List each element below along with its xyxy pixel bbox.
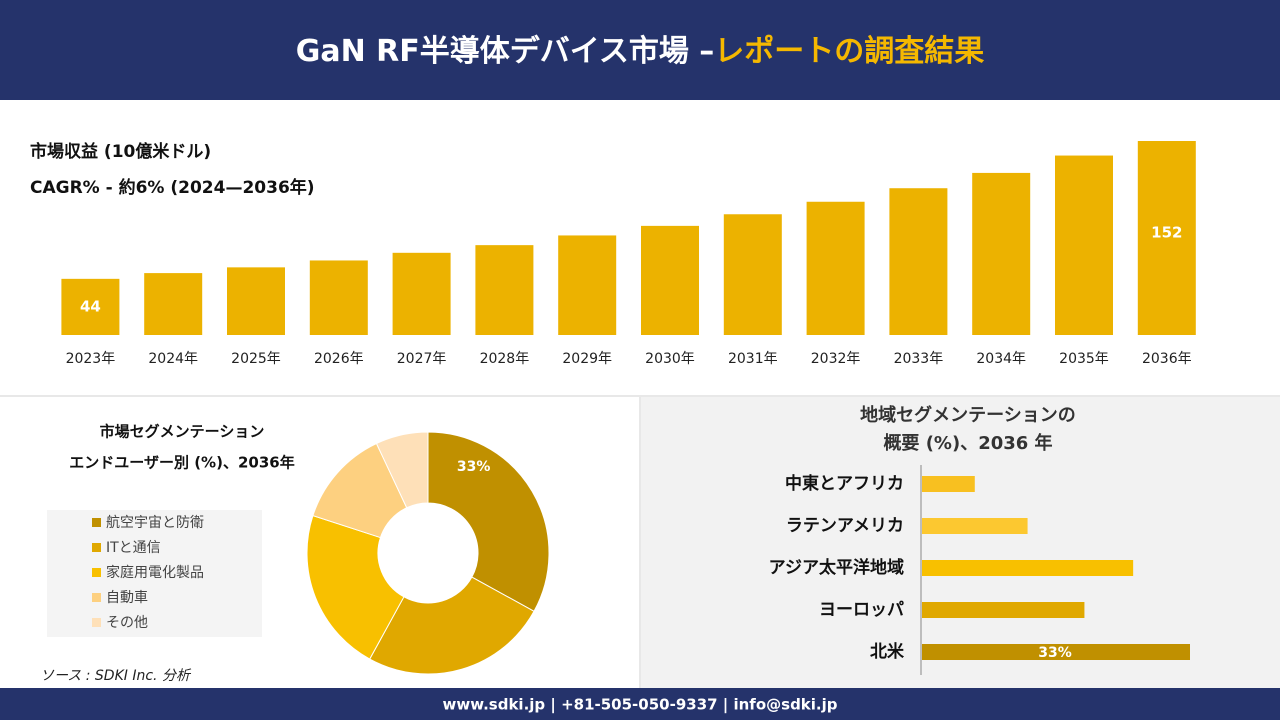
bar: [392, 252, 451, 335]
legend-label: 航空宇宙と防衛: [106, 515, 204, 531]
x-tick-label: 2034年: [976, 351, 1026, 367]
x-tick-label: 2030年: [645, 351, 695, 367]
bar: [889, 188, 948, 335]
donut-segment: [306, 514, 405, 660]
x-tick-label: 2023年: [66, 351, 116, 367]
bar: [806, 201, 865, 335]
bar: [61, 278, 120, 335]
x-tick-label: 2027年: [397, 351, 447, 367]
donut-segment: [375, 431, 429, 509]
x-tick-label: 2029年: [562, 351, 612, 367]
bar: [922, 476, 975, 492]
chart-title: 概要 (%)、2036 年: [883, 432, 1052, 454]
value-label: 152: [1151, 224, 1182, 242]
legend-label: 自動車: [106, 589, 148, 606]
bar: [922, 644, 1190, 660]
value-label: 33%: [457, 459, 491, 475]
legend-swatch: [92, 593, 101, 602]
bar: [475, 245, 534, 335]
legend-label: 家庭用電化製品: [106, 564, 204, 581]
x-tick-label: 2031年: [728, 351, 778, 367]
category-label: ラテンアメリカ: [786, 516, 904, 536]
legend-box: [47, 510, 262, 637]
x-tick-label: 2035年: [1059, 351, 1109, 367]
value-label: 33%: [1038, 645, 1072, 661]
bar: [922, 518, 1028, 534]
chart-title: CAGR% - 約6% (2024—2036年): [30, 177, 315, 198]
title-highlight: レポートの調査結果: [714, 34, 984, 69]
x-tick-label: 2028年: [480, 351, 530, 367]
bar: [972, 172, 1031, 335]
bar: [558, 235, 617, 335]
legend-swatch: [92, 618, 101, 627]
footer-bar: [0, 688, 1280, 720]
legend-swatch: [92, 568, 101, 577]
donut-segment: [369, 576, 535, 675]
title-main: GaN RF半導体デバイス市場 –: [296, 34, 715, 69]
legend-label: その他: [106, 615, 148, 631]
legend-swatch: [92, 543, 101, 552]
bar: [309, 260, 368, 335]
header-title: GaN RF半導体デバイス市場 –レポートの調査結果: [296, 34, 985, 69]
x-tick-label: 2032年: [811, 351, 861, 367]
bar: [922, 602, 1085, 618]
value-label: 44: [80, 297, 101, 315]
bar: [922, 560, 1134, 576]
category-label: 中東とアフリカ: [785, 473, 904, 494]
category-label: ヨーロッパ: [819, 600, 904, 620]
x-tick-label: 2036年: [1142, 351, 1192, 367]
category-label: 北米: [870, 641, 905, 662]
bar: [144, 273, 203, 335]
header-bar: [0, 0, 1280, 100]
source-note: ソース : SDKI Inc. 分析: [40, 668, 192, 684]
x-tick-label: 2024年: [148, 351, 198, 367]
legend-label: ITと通信: [106, 540, 161, 556]
right-panel: [641, 397, 1280, 688]
bar: [723, 214, 782, 335]
chart-title: 市場収益 (10億米ドル): [30, 141, 211, 162]
bar: [641, 225, 699, 335]
footer-contact: www.sdki.jp | +81-505-050-9337 | info@sd…: [442, 696, 837, 715]
chart-title: 市場セグメンテーション: [100, 423, 265, 441]
category-label: アジア太平洋地域: [769, 557, 904, 578]
donut-segment: [427, 431, 550, 612]
x-tick-label: 2025年: [231, 351, 281, 367]
legend-swatch: [92, 518, 101, 527]
chart-title: 地域セグメンテーションの: [860, 404, 1076, 426]
bar: [1137, 141, 1196, 335]
bar: [227, 267, 285, 335]
chart-title: エンドユーザー別 (%)、2036年: [69, 454, 294, 472]
x-tick-label: 2033年: [894, 351, 944, 367]
x-tick-label: 2026年: [314, 351, 364, 367]
bar: [1055, 155, 1113, 335]
